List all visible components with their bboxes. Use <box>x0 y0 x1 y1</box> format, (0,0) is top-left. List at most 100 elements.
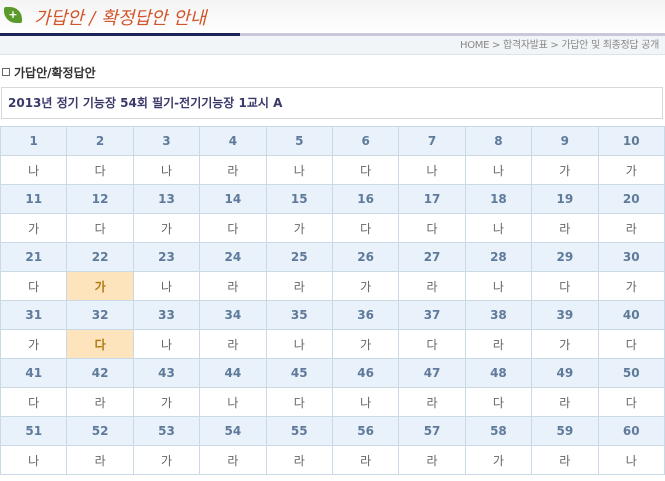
answer-cell: 나 <box>265 155 333 185</box>
answer-cell: 라 <box>531 387 599 417</box>
question-number: 28 <box>464 242 533 272</box>
question-number: 31 <box>0 300 68 330</box>
question-number: 45 <box>265 358 333 388</box>
answer-cell: 라 <box>265 271 333 301</box>
page-header: + 가답안 / 확정답안 안내 <box>0 0 665 33</box>
answer-cell: 나 <box>464 213 533 243</box>
answer-cell: 다 <box>597 387 665 417</box>
answer-cell-changed: 가 <box>66 271 134 301</box>
answer-cell: 나 <box>0 445 68 475</box>
answer-cell: 다 <box>199 213 267 243</box>
answer-cell: 나 <box>132 271 201 301</box>
answer-cell: 다 <box>0 387 68 417</box>
answer-cell: 가 <box>531 329 599 359</box>
question-number: 18 <box>464 184 533 214</box>
answer-cell-changed: 다 <box>66 329 134 359</box>
question-number: 9 <box>531 126 599 156</box>
question-number: 23 <box>132 242 201 272</box>
answer-cell: 라 <box>199 271 267 301</box>
answer-cell: 가 <box>132 387 201 417</box>
question-number: 29 <box>531 242 599 272</box>
question-number: 20 <box>597 184 665 214</box>
question-number: 52 <box>66 416 134 446</box>
answer-cell: 가 <box>331 329 400 359</box>
section-title-text: 가답안/확정답안 <box>14 66 96 80</box>
answer-cell: 나 <box>398 155 466 185</box>
header-divider-light <box>240 33 665 36</box>
question-number-row: 51 52 53 54 55 56 57 58 59 60 <box>0 416 665 446</box>
breadcrumb: HOME > 합격자발표 > 가답안 및 최종정답 공개 <box>0 36 665 55</box>
question-number: 59 <box>531 416 599 446</box>
breadcrumb-results[interactable]: 합격자발표 <box>503 40 548 51</box>
answer-cell: 라 <box>531 213 599 243</box>
question-number: 27 <box>398 242 466 272</box>
answer-cell: 라 <box>331 445 400 475</box>
answer-cell: 다 <box>66 213 134 243</box>
square-bullet-icon <box>2 68 10 76</box>
question-number: 24 <box>199 242 267 272</box>
question-number: 48 <box>464 358 533 388</box>
question-number: 40 <box>597 300 665 330</box>
answer-cell: 라 <box>398 387 466 417</box>
question-number: 12 <box>66 184 134 214</box>
answer-table: 1 2 3 4 5 6 7 8 9 10 나 다 나 라 나 다 나 나 가 가 11 12 13 14 15 16 17 18 19 2… <box>0 126 665 475</box>
answer-cell: 다 <box>331 155 400 185</box>
answer-cell: 나 <box>0 155 68 185</box>
answer-cell: 라 <box>398 271 466 301</box>
question-number: 55 <box>265 416 333 446</box>
question-number: 58 <box>464 416 533 446</box>
question-number: 33 <box>132 300 201 330</box>
answer-cell: 나 <box>464 271 533 301</box>
question-number: 21 <box>0 242 68 272</box>
answer-cell: 가 <box>597 155 665 185</box>
question-number: 53 <box>132 416 201 446</box>
question-number: 5 <box>265 126 333 156</box>
question-number: 47 <box>398 358 466 388</box>
question-number: 57 <box>398 416 466 446</box>
answer-cell: 라 <box>464 329 533 359</box>
question-number: 60 <box>597 416 665 446</box>
question-number: 38 <box>464 300 533 330</box>
question-number: 10 <box>597 126 665 156</box>
leaf-plus-icon: + <box>4 7 22 23</box>
question-number-row: 41 42 43 44 45 46 47 48 49 50 <box>0 358 665 388</box>
question-number: 11 <box>0 184 68 214</box>
question-number: 44 <box>199 358 267 388</box>
question-number: 34 <box>199 300 267 330</box>
answer-cell: 라 <box>199 329 267 359</box>
question-number: 22 <box>66 242 134 272</box>
question-number: 32 <box>66 300 134 330</box>
question-number: 41 <box>0 358 68 388</box>
answer-cell: 가 <box>132 445 201 475</box>
answer-cell: 다 <box>398 329 466 359</box>
question-number-row: 21 22 23 24 25 26 27 28 29 30 <box>0 242 665 272</box>
breadcrumb-home[interactable]: HOME <box>460 40 490 51</box>
answer-cell: 다 <box>597 329 665 359</box>
header-divider <box>0 33 240 36</box>
question-number: 25 <box>265 242 333 272</box>
breadcrumb-current[interactable]: 가답안 및 최종정답 공개 <box>561 40 659 51</box>
answer-cell: 나 <box>199 387 267 417</box>
answer-cell: 가 <box>132 213 201 243</box>
question-number: 8 <box>464 126 533 156</box>
question-number: 54 <box>199 416 267 446</box>
answer-cell: 다 <box>66 155 134 185</box>
answer-cell: 다 <box>0 271 68 301</box>
answer-cell: 라 <box>265 445 333 475</box>
question-number: 51 <box>0 416 68 446</box>
question-number: 16 <box>331 184 400 214</box>
answer-cell: 다 <box>331 213 400 243</box>
answer-cell: 나 <box>132 329 201 359</box>
answer-cell: 가 <box>531 155 599 185</box>
answer-cell: 다 <box>464 387 533 417</box>
answer-cell: 라 <box>199 445 267 475</box>
question-number: 50 <box>597 358 665 388</box>
question-number: 30 <box>597 242 665 272</box>
question-number: 4 <box>199 126 267 156</box>
answer-cell: 가 <box>0 213 68 243</box>
